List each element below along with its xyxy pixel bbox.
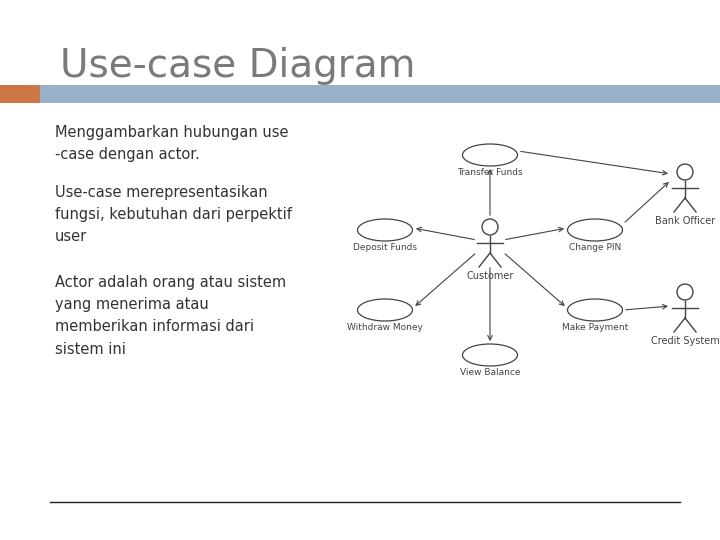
Text: Transfer Funds: Transfer Funds xyxy=(457,168,523,177)
Bar xyxy=(0,85,40,103)
Text: Customer: Customer xyxy=(467,271,513,281)
Text: Make Payment: Make Payment xyxy=(562,323,628,332)
Text: Credit System: Credit System xyxy=(651,336,719,346)
Text: Change PIN: Change PIN xyxy=(569,243,621,252)
Text: Actor adalah orang atau sistem
yang menerima atau
memberikan informasi dari
sist: Actor adalah orang atau sistem yang mene… xyxy=(55,275,286,356)
Text: Use-case Diagram: Use-case Diagram xyxy=(60,47,415,85)
Text: Menggambarkan hubungan use
-case dengan actor.: Menggambarkan hubungan use -case dengan … xyxy=(55,125,289,162)
Text: Bank Officer: Bank Officer xyxy=(655,216,715,226)
Bar xyxy=(0,85,720,103)
Text: Withdraw Money: Withdraw Money xyxy=(347,323,423,332)
Text: Use-case merepresentasikan
fungsi, kebutuhan dari perpektif
user: Use-case merepresentasikan fungsi, kebut… xyxy=(55,185,292,245)
Text: Deposit Funds: Deposit Funds xyxy=(353,243,417,252)
Text: View Balance: View Balance xyxy=(460,368,521,377)
